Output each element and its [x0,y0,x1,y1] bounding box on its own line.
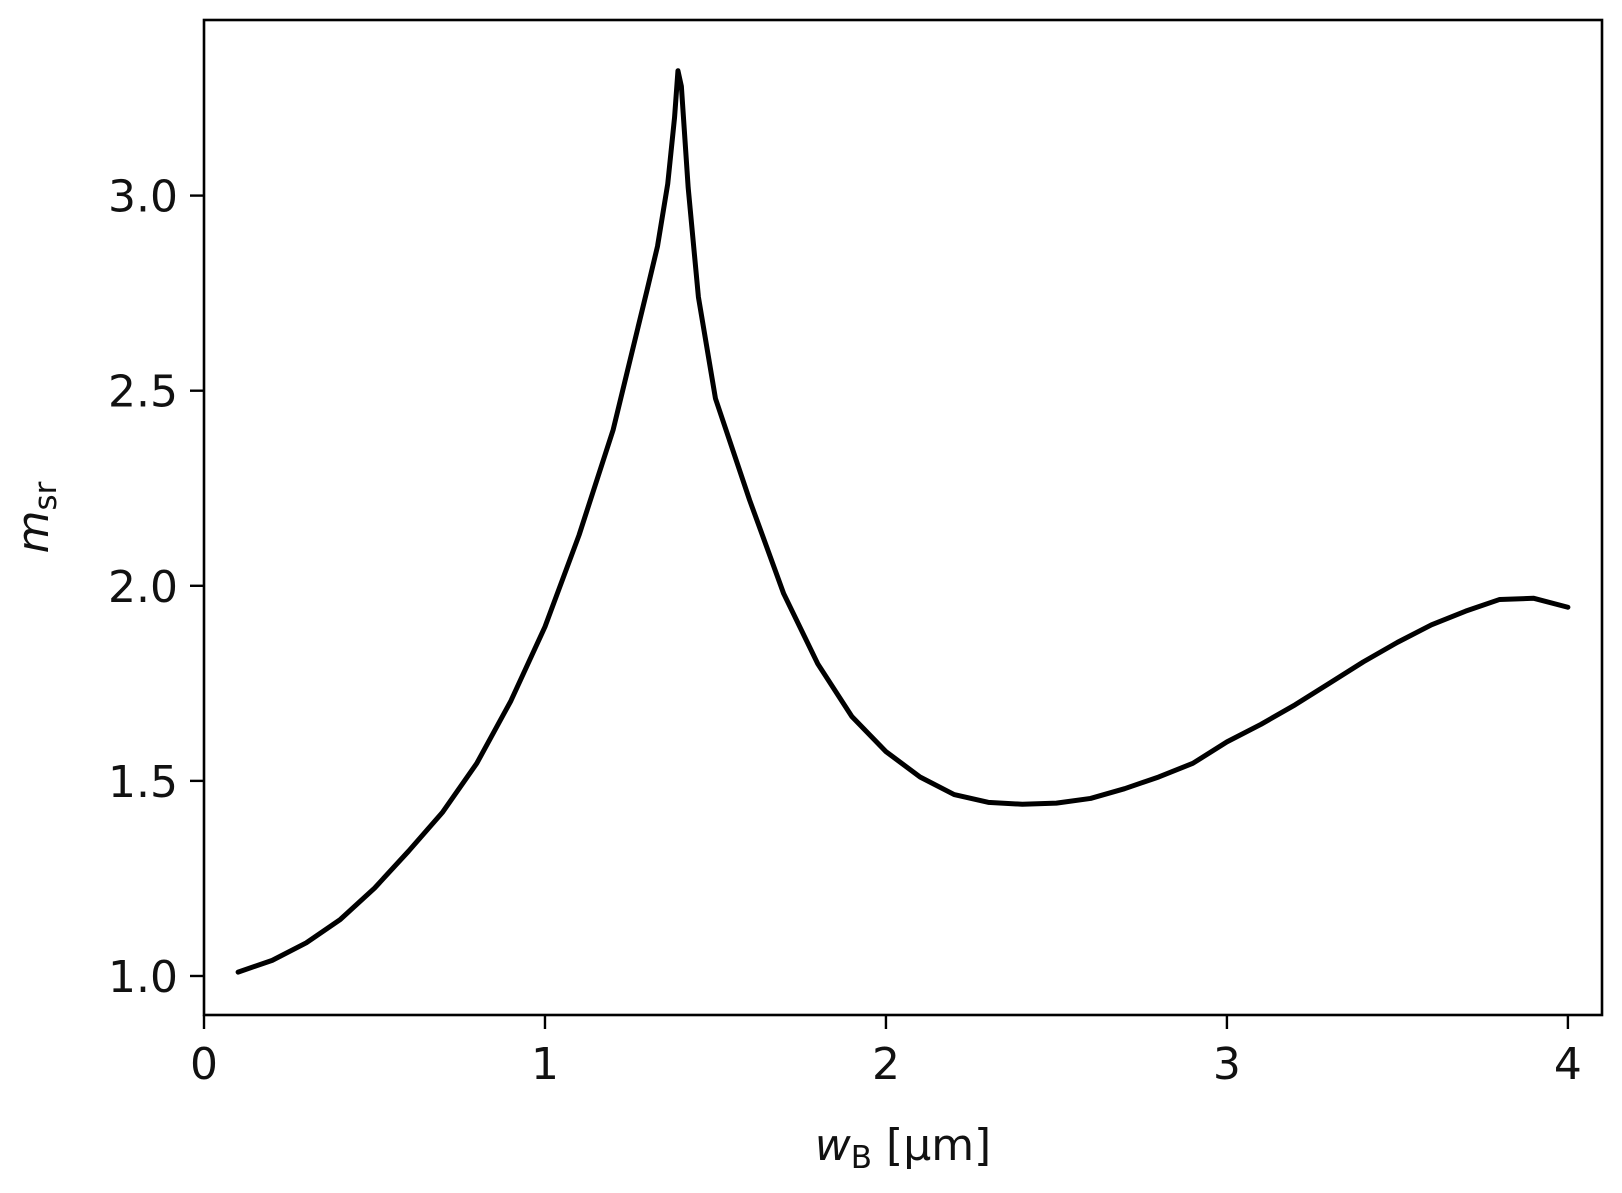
data-layer [235,68,1571,975]
y-axis-label-subscript: sr [28,481,64,510]
x-axis-label: wB [μm] [815,1120,991,1176]
y-tick-label: 1.0 [108,952,178,1003]
x-tick-label: 0 [190,1039,218,1090]
y-tick-label: 2.5 [108,367,178,418]
x-tick-label: 4 [1554,1039,1582,1090]
x-tick-label: 2 [872,1039,900,1090]
y-tick-label: 2.0 [108,562,178,613]
plot-frame [202,18,1604,1017]
x-tick-label: 1 [531,1039,559,1090]
x-axis-label-subscript: B [851,1140,872,1176]
x-axis-label-unit: [μm] [872,1120,991,1171]
y-axis-label-symbol: m [8,511,59,554]
x-tick-label: 3 [1213,1039,1241,1090]
x-axis-ticks: 0 1 2 3 4 [190,1015,1582,1090]
series-line-0 [235,68,1571,975]
y-tick-label: 3.0 [108,172,178,223]
y-tick-label: 1.5 [108,757,178,808]
y-axis-label: msr [8,481,64,553]
y-axis-ticks: 1.0 1.5 2.0 2.5 3.0 [108,172,204,1003]
x-axis-label-symbol: w [815,1120,852,1171]
